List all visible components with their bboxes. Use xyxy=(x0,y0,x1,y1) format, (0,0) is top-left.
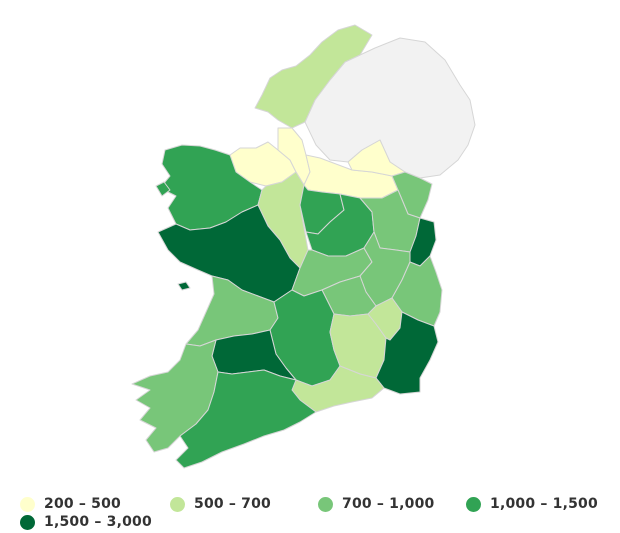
legend-item-1500-3000[interactable]: 1,500 – 3,000 xyxy=(20,514,152,530)
region-wicklow[interactable] xyxy=(391,255,443,327)
ireland-map xyxy=(131,24,476,469)
legend-dot-700-1000 xyxy=(318,496,333,512)
legend-item-500-700[interactable]: 500 – 700 xyxy=(170,496,271,512)
legend-item-700-1000[interactable]: 700 – 1,000 xyxy=(318,496,434,512)
region-kerry[interactable] xyxy=(131,339,219,453)
legend-dot-500-700 xyxy=(170,496,185,512)
legend-dot-1000-1500 xyxy=(466,496,481,512)
legend-item-200-500[interactable]: 200 – 500 xyxy=(20,496,121,512)
legend-dot-1500-3000 xyxy=(20,514,35,530)
legend-label-700-1000: 700 – 1,000 xyxy=(342,496,435,512)
legend-label-500-700: 500 – 700 xyxy=(194,496,271,512)
island-achill xyxy=(155,181,171,197)
legend-dot-200-500 xyxy=(20,496,35,512)
legend-item-1000-1500[interactable]: 1,000 – 1,500 xyxy=(466,496,598,512)
legend-label-1000-1500: 1,000 – 1,500 xyxy=(490,496,598,512)
legend-label-1500-3000: 1,500 – 3,000 xyxy=(44,514,152,530)
region-cork[interactable] xyxy=(175,369,317,469)
legend-label-200-500: 200 – 500 xyxy=(44,496,121,512)
region-donegal[interactable] xyxy=(254,24,373,129)
island-aran xyxy=(177,281,191,291)
